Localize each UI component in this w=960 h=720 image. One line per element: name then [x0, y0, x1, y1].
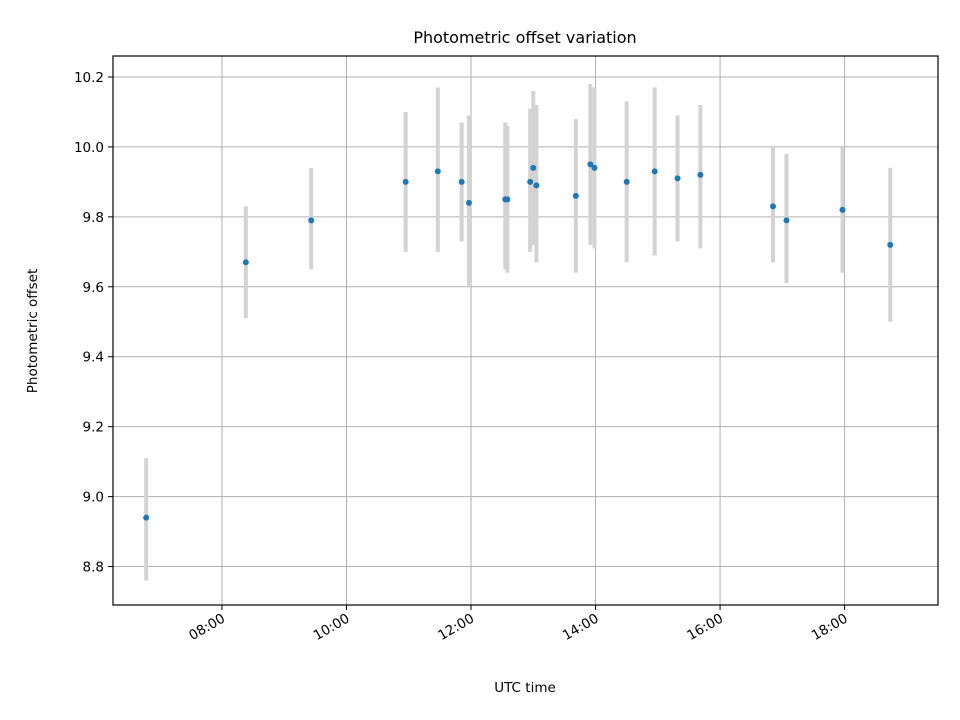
- y-tick-label: 9.6: [83, 280, 104, 296]
- data-point: [591, 164, 598, 171]
- x-axis-label: UTC time: [494, 680, 556, 696]
- data-point: [572, 192, 579, 199]
- chart-title: Photometric offset variation: [413, 28, 636, 47]
- data-point: [402, 178, 409, 185]
- y-tick-label: 10.2: [74, 70, 104, 86]
- y-tick-label: 9.8: [83, 210, 104, 226]
- data-point: [143, 514, 150, 521]
- data-point: [308, 217, 315, 224]
- data-point: [527, 178, 534, 185]
- plot-frame: [112, 55, 939, 606]
- data-point: [587, 161, 594, 168]
- y-tick-label: 8.8: [83, 560, 104, 576]
- data-point: [242, 259, 249, 266]
- data-point: [434, 168, 441, 175]
- data-point: [458, 178, 465, 185]
- y-tick-label: 9.4: [83, 350, 104, 366]
- data-point: [651, 168, 658, 175]
- y-tick-label: 9.0: [83, 490, 104, 506]
- data-points: [143, 161, 894, 521]
- data-point: [783, 217, 790, 224]
- data-point: [623, 178, 630, 185]
- data-point: [770, 203, 776, 210]
- y-axis-label: Photometric offset: [25, 269, 41, 393]
- y-tick-label: 10.0: [74, 140, 104, 156]
- data-point: [465, 199, 472, 206]
- data-point: [674, 175, 681, 182]
- data-point: [839, 206, 846, 213]
- data-point: [530, 164, 537, 171]
- data-point: [697, 171, 704, 178]
- data-point: [887, 241, 894, 248]
- y-tick-label: 9.2: [83, 420, 104, 436]
- data-point: [533, 182, 540, 189]
- data-point: [504, 196, 511, 203]
- y-axis: 8.8 9.0 9.2 9.4 9.6 9.8 10.0 10.2: [74, 70, 113, 576]
